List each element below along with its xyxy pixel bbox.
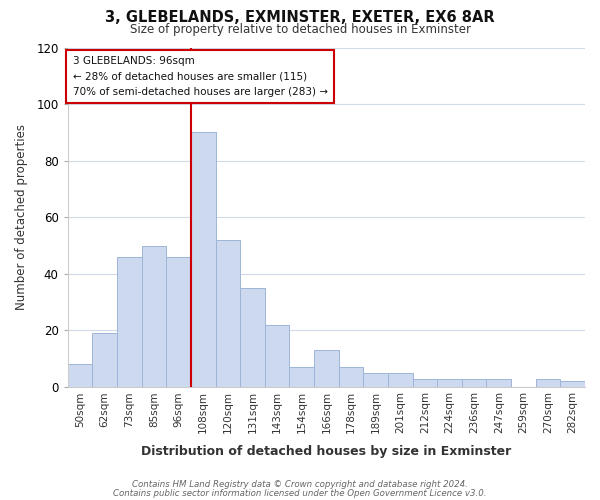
Text: Contains public sector information licensed under the Open Government Licence v3: Contains public sector information licen… bbox=[113, 488, 487, 498]
Bar bbox=[338, 368, 364, 387]
Bar bbox=[191, 132, 215, 387]
Bar bbox=[142, 246, 166, 387]
Bar bbox=[215, 240, 240, 387]
Bar bbox=[289, 368, 314, 387]
Bar bbox=[92, 334, 117, 387]
Bar bbox=[265, 325, 289, 387]
Bar bbox=[413, 378, 437, 387]
Text: Contains HM Land Registry data © Crown copyright and database right 2024.: Contains HM Land Registry data © Crown c… bbox=[132, 480, 468, 489]
Bar bbox=[388, 373, 413, 387]
Bar bbox=[314, 350, 338, 387]
Bar bbox=[462, 378, 487, 387]
Bar bbox=[68, 364, 92, 387]
Text: 3 GLEBELANDS: 96sqm
← 28% of detached houses are smaller (115)
70% of semi-detac: 3 GLEBELANDS: 96sqm ← 28% of detached ho… bbox=[73, 56, 328, 97]
Text: 3, GLEBELANDS, EXMINSTER, EXETER, EX6 8AR: 3, GLEBELANDS, EXMINSTER, EXETER, EX6 8A… bbox=[105, 10, 495, 25]
X-axis label: Distribution of detached houses by size in Exminster: Distribution of detached houses by size … bbox=[141, 444, 511, 458]
Bar bbox=[536, 378, 560, 387]
Bar bbox=[117, 257, 142, 387]
Bar bbox=[240, 288, 265, 387]
Bar bbox=[560, 382, 585, 387]
Bar bbox=[166, 257, 191, 387]
Bar bbox=[364, 373, 388, 387]
Text: Size of property relative to detached houses in Exminster: Size of property relative to detached ho… bbox=[130, 22, 470, 36]
Bar bbox=[487, 378, 511, 387]
Bar bbox=[437, 378, 462, 387]
Y-axis label: Number of detached properties: Number of detached properties bbox=[15, 124, 28, 310]
